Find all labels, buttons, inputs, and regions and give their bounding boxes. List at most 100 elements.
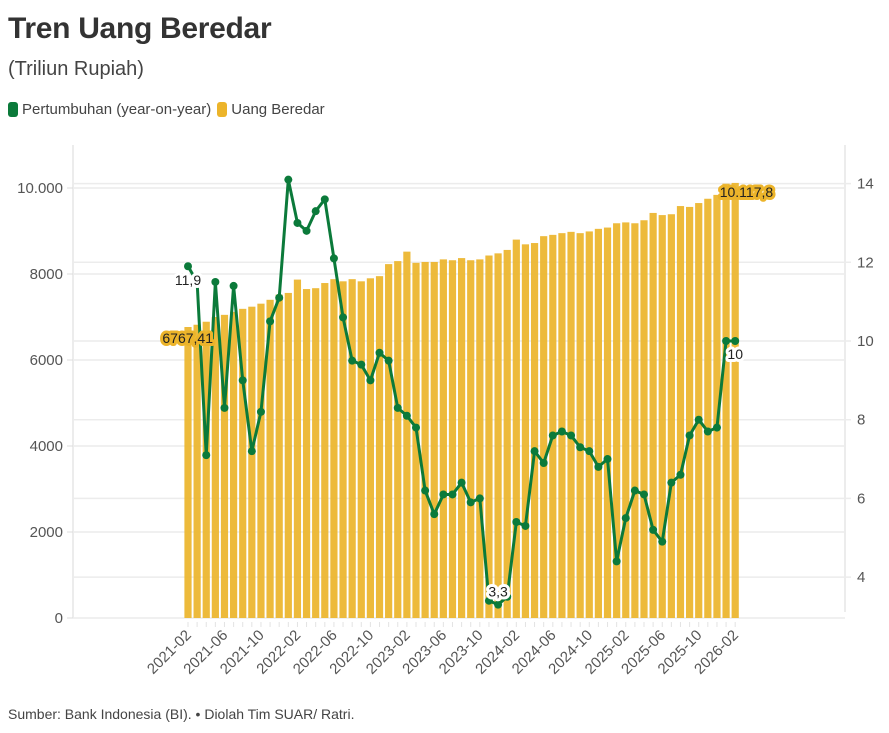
bar-2022-03[interactable] [302,289,311,618]
bar-2025-04[interactable] [640,220,648,618]
growth-point-2025-07[interactable] [667,478,676,487]
growth-point-2022-12[interactable] [384,356,393,365]
growth-point-2025-11[interactable] [703,427,712,436]
growth-point-2024-06[interactable] [548,431,557,440]
growth-point-2025-04[interactable] [640,490,648,499]
bar-2025-10[interactable] [695,203,703,619]
bar-2021-11[interactable] [266,299,274,618]
bar-2025-06[interactable] [658,215,666,618]
bar-2023-04[interactable] [421,261,429,618]
bar-2022-05[interactable] [321,283,329,618]
bar-2024-03[interactable] [521,244,530,618]
growth-point-2022-06[interactable] [329,254,338,263]
growth-point-2022-11[interactable] [375,348,384,357]
growth-point-2021-06[interactable] [220,403,229,412]
bar-2025-08[interactable] [676,206,685,618]
bar-2021-03[interactable] [193,324,201,618]
bar-2021-09[interactable] [248,306,256,618]
growth-point-2021-09[interactable] [247,447,256,456]
bar-2024-06[interactable] [549,234,557,618]
growth-point-2021-12[interactable] [275,293,284,302]
growth-point-2024-04[interactable] [530,447,539,456]
bar-2023-02[interactable] [403,251,411,618]
bar-2025-01[interactable] [613,223,621,618]
bar-2022-06[interactable] [330,279,338,618]
bar-2021-12[interactable] [275,294,283,618]
growth-point-2023-03[interactable] [412,423,420,432]
bar-2024-05[interactable] [540,236,548,618]
growth-point-2023-12[interactable] [494,600,503,609]
bar-2024-08[interactable] [567,231,575,619]
bar-2023-12[interactable] [494,253,502,619]
growth-point-2022-02[interactable] [293,218,302,227]
growth-point-2021-03[interactable] [193,277,202,286]
growth-point-2024-01[interactable] [503,592,512,601]
growth-point-2022-03[interactable] [302,226,311,235]
growth-point-2023-02[interactable] [402,411,411,420]
growth-point-2024-07[interactable] [557,427,566,436]
growth-point-2024-11[interactable] [594,462,603,471]
bar-2024-04[interactable] [530,243,539,619]
bar-2022-10[interactable] [366,278,374,618]
bar-2021-06[interactable] [220,314,229,618]
growth-point-2021-02[interactable] [184,262,192,271]
growth-point-2025-03[interactable] [630,486,639,495]
growth-point-2025-01[interactable] [612,557,621,566]
growth-point-2023-04[interactable] [421,486,430,495]
bar-2025-12[interactable] [713,194,721,618]
growth-point-2021-04[interactable] [202,451,211,460]
growth-point-2023-06[interactable] [439,490,448,499]
growth-point-2024-05[interactable] [539,458,548,467]
bar-2021-08[interactable] [239,308,247,618]
bar-2024-10[interactable] [585,231,593,618]
growth-point-2024-08[interactable] [567,431,576,440]
growth-point-2021-07[interactable] [229,281,238,290]
growth-point-2025-09[interactable] [685,431,694,440]
bar-2022-08[interactable] [348,279,356,618]
bar-2025-05[interactable] [649,212,657,618]
growth-point-2024-12[interactable] [603,455,612,464]
growth-point-2025-12[interactable] [712,423,721,432]
growth-point-2021-05[interactable] [211,277,220,286]
bar-2021-05[interactable] [211,317,219,618]
growth-point-2025-06[interactable] [658,537,667,546]
bar-2021-07[interactable] [230,311,238,618]
bar-2025-03[interactable] [631,223,639,618]
bar-2022-09[interactable] [357,281,365,618]
bar-2024-12[interactable] [603,227,612,618]
bar-2022-02[interactable] [293,279,302,618]
growth-point-2023-01[interactable] [393,403,402,412]
growth-point-2023-10[interactable] [475,494,484,503]
bar-2022-04[interactable] [312,288,320,618]
growth-point-2023-08[interactable] [457,478,466,487]
bar-2025-07[interactable] [667,214,675,619]
growth-point-2021-10[interactable] [256,407,265,416]
bar-2022-11[interactable] [375,276,384,618]
bar-2023-09[interactable] [467,260,475,618]
growth-point-2022-10[interactable] [366,376,375,385]
bar-2024-11[interactable] [594,228,602,618]
bar-2025-11[interactable] [704,198,712,618]
bar-2023-03[interactable] [412,262,420,618]
bar-2023-11[interactable] [485,255,493,618]
bar-2026-02[interactable] [731,182,739,618]
bar-2022-12[interactable] [385,264,393,618]
growth-point-2024-09[interactable] [576,443,585,452]
growth-point-2022-05[interactable] [320,195,329,204]
bar-2021-04[interactable] [202,321,210,618]
legend-item-growth[interactable]: Pertumbuhan (year-on-year) [8,101,211,118]
bar-2023-08[interactable] [458,258,466,618]
bar-2023-07[interactable] [448,260,457,618]
growth-point-2022-07[interactable] [339,313,348,322]
growth-point-2024-02[interactable] [512,518,521,527]
growth-point-2022-04[interactable] [311,207,320,216]
bar-2022-07[interactable] [339,281,347,618]
bar-2025-09[interactable] [686,206,694,619]
bar-2021-02[interactable] [184,327,192,618]
bar-2023-01[interactable] [394,261,402,618]
bar-2025-02[interactable] [622,222,630,618]
legend-item-money-supply[interactable]: Uang Beredar [217,101,325,118]
growth-point-2025-02[interactable] [621,514,630,523]
bar-2022-01[interactable] [284,292,292,618]
bar-2023-06[interactable] [439,259,447,618]
